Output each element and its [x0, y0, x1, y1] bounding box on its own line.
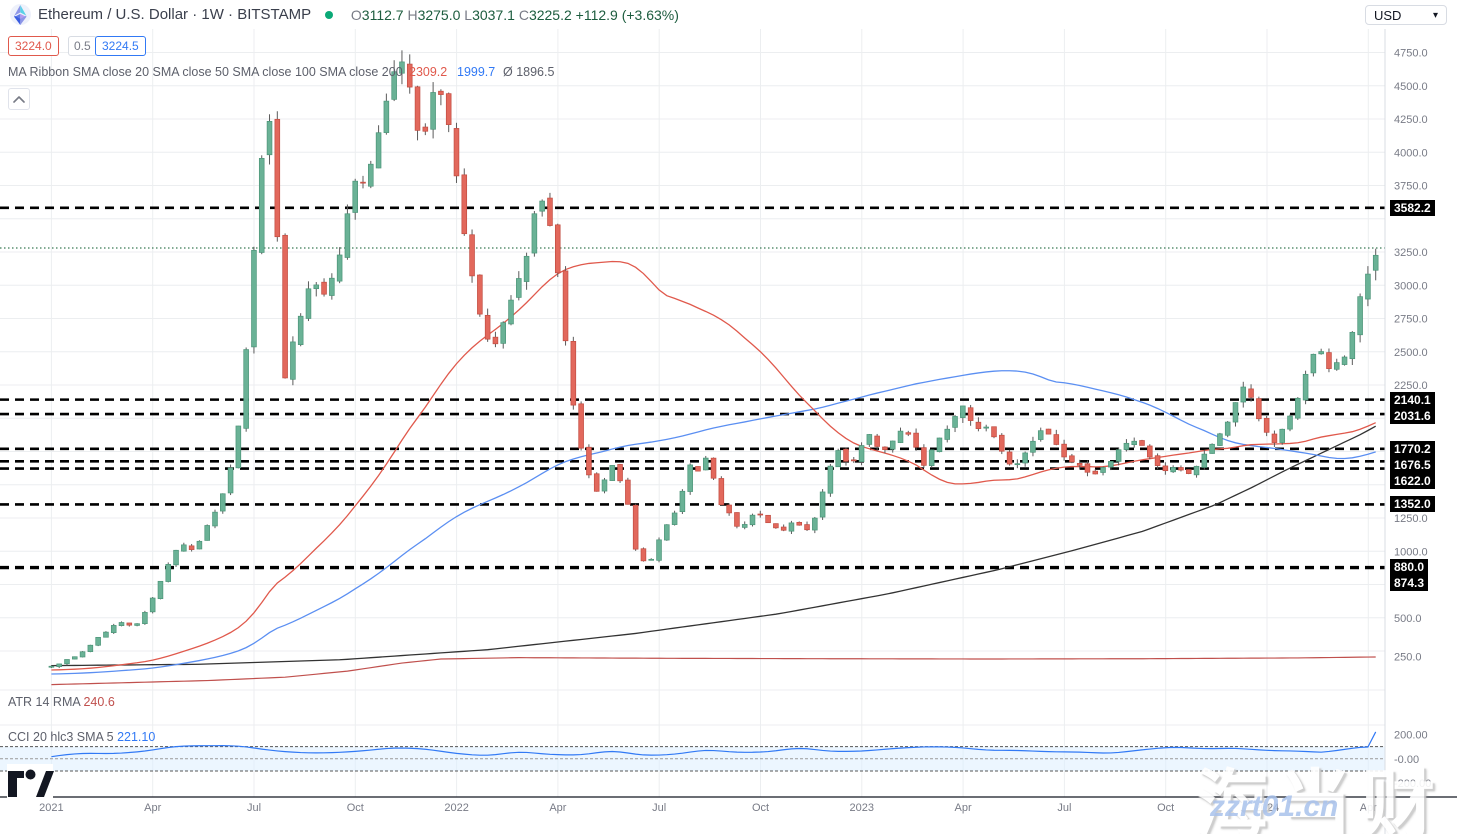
svg-text:Oct: Oct [1157, 802, 1174, 814]
svg-text:1000.0: 1000.0 [1394, 546, 1428, 558]
svg-text:3750.0: 3750.0 [1394, 181, 1428, 193]
svg-text:Jul: Jul [1057, 802, 1071, 814]
svg-text:Oct: Oct [347, 802, 364, 814]
svg-text:2021: 2021 [39, 802, 63, 814]
svg-text:4000.0: 4000.0 [1394, 147, 1428, 159]
svg-text:200.00: 200.00 [1394, 730, 1428, 742]
svg-text:2750.0: 2750.0 [1394, 314, 1428, 326]
svg-text:3250.0: 3250.0 [1394, 247, 1428, 259]
svg-text:2250.0: 2250.0 [1394, 380, 1428, 392]
svg-text:Apr: Apr [955, 802, 972, 814]
svg-text:1250.0: 1250.0 [1394, 513, 1428, 525]
svg-text:4250.0: 4250.0 [1394, 114, 1428, 126]
svg-text:4750.0: 4750.0 [1394, 48, 1428, 60]
svg-text:2022: 2022 [444, 802, 468, 814]
svg-text:3000.0: 3000.0 [1394, 280, 1428, 292]
svg-text:250.0: 250.0 [1394, 651, 1422, 663]
svg-text:500.0: 500.0 [1394, 613, 1422, 625]
svg-text:Jul: Jul [652, 802, 666, 814]
svg-text:2023: 2023 [850, 802, 874, 814]
svg-text:4500.0: 4500.0 [1394, 81, 1428, 93]
svg-text:Apr: Apr [144, 802, 161, 814]
svg-text:2500.0: 2500.0 [1394, 347, 1428, 359]
svg-text:Apr: Apr [549, 802, 566, 814]
svg-text:Oct: Oct [752, 802, 769, 814]
svg-text:Jul: Jul [247, 802, 261, 814]
